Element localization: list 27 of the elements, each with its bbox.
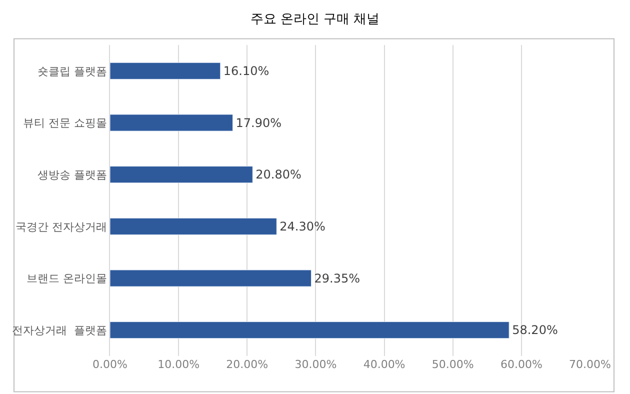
x-tick-label: 50.00%	[432, 358, 474, 371]
data-label: 29.35%	[314, 271, 360, 286]
bar	[110, 270, 312, 287]
bar	[110, 218, 277, 235]
bar	[110, 114, 233, 132]
y-tick-label: 생방송 플랫폼	[37, 168, 107, 182]
x-tick-label: 70.00%	[569, 358, 611, 371]
x-tick-label: 0.00%	[92, 358, 128, 371]
data-label: 58.20%	[512, 323, 558, 338]
bar	[110, 166, 253, 184]
y-tick-label: 전자상거래 플랫폼	[12, 324, 107, 337]
data-label: 17.90%	[236, 116, 282, 130]
y-tick-label: 뷰티 전문 쇼핑몰	[22, 116, 107, 130]
x-tick-label: 20.00%	[226, 358, 268, 371]
y-tick-label: 브랜드 온라인몰	[26, 272, 107, 286]
data-label: 16.10%	[223, 64, 270, 78]
x-tick-label: 10.00%	[158, 358, 200, 371]
x-tick-label: 40.00%	[363, 358, 406, 371]
data-label: 24.30%	[280, 219, 326, 234]
data-label: 20.80%	[256, 168, 302, 182]
x-tick-label: 60.00%	[500, 358, 542, 371]
bar	[110, 62, 221, 80]
y-tick-label: 숏클립 플랫폼	[37, 64, 107, 78]
y-tick-label: 국경간 전자상거래	[15, 220, 107, 234]
x-tick-label: 30.00%	[294, 358, 337, 371]
bar	[110, 322, 510, 339]
chart-title: 주요 온라인 구매 채널	[250, 12, 380, 27]
